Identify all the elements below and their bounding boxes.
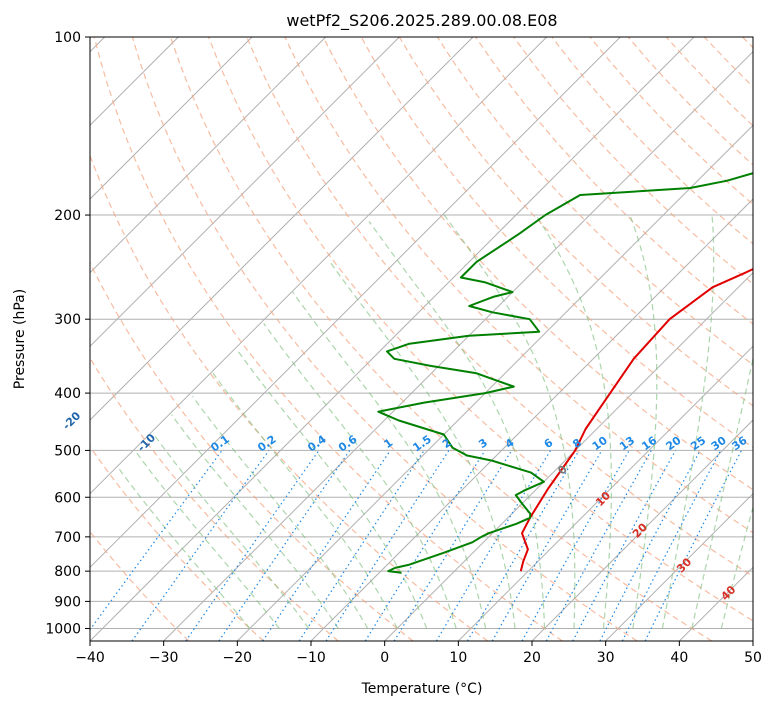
y-tick-label: 200 xyxy=(54,208,81,224)
dry-adiabat-line xyxy=(169,37,713,641)
mixing-ratio-line xyxy=(572,450,677,641)
mixing-ratio-line xyxy=(185,450,320,641)
moist-adiabat-line xyxy=(134,450,280,629)
moist-adiabat-line xyxy=(263,323,457,629)
moist-adiabat-line xyxy=(237,351,428,629)
x-tick-label: 30 xyxy=(597,650,615,666)
x-tick-label: −40 xyxy=(75,650,105,666)
isotherm-line xyxy=(236,124,753,641)
dry-adiabat-line xyxy=(90,445,264,641)
mixing-ratio-line xyxy=(262,450,391,641)
moist-adiabat-line xyxy=(171,414,339,629)
moist-adiabat-line xyxy=(368,221,546,629)
isotherm-line xyxy=(90,37,253,200)
x-tick-label: −20 xyxy=(223,650,253,666)
moist-adiabat-line xyxy=(661,214,715,629)
mixing-ratio-line xyxy=(218,450,351,641)
mixing-ratio-line xyxy=(298,450,425,641)
x-tick-label: 40 xyxy=(670,650,688,666)
isotherm-line xyxy=(90,37,400,348)
isotherm-line xyxy=(90,37,548,495)
mixing-ratio-line xyxy=(131,450,270,641)
mixing-ratio-line xyxy=(364,450,486,641)
moist-adiabat-line xyxy=(691,355,753,629)
isotherm-line xyxy=(90,37,621,569)
mixing-ratio-line xyxy=(466,450,580,641)
isotherm-line xyxy=(531,419,753,641)
mixing-ratio-line xyxy=(644,450,743,641)
y-tick-label: 900 xyxy=(54,594,81,610)
y-axis-ticks: 100 200 300 400 500 600 700 800 900 1000 xyxy=(45,30,90,637)
dry-adiabat-line xyxy=(246,37,753,578)
x-tick-label: 20 xyxy=(523,650,541,666)
y-tick-label: 1000 xyxy=(45,621,81,637)
moist-adiabat-line xyxy=(212,372,398,629)
moist-adiabat-line xyxy=(443,214,576,629)
isotherm-line xyxy=(605,492,753,641)
x-tick-label: 10 xyxy=(449,650,467,666)
y-tick-label: 800 xyxy=(54,564,81,580)
mixing-ratio-line xyxy=(393,450,513,641)
moist-adiabat-line xyxy=(329,261,516,629)
moist-adiabat-line xyxy=(292,291,487,629)
x-axis-label: Temperature (°C) xyxy=(361,681,483,697)
y-axis-label: Pressure (hPa) xyxy=(12,289,28,389)
plot-area xyxy=(90,37,753,641)
dry-adiabat-line xyxy=(93,37,563,641)
moist-adiabat-line xyxy=(117,467,251,629)
isotherm-line xyxy=(90,37,695,641)
dry-adiabat-line xyxy=(90,261,414,641)
dewpoint-profile-line xyxy=(377,172,753,574)
isotherm-line xyxy=(90,37,474,421)
isotherm-line xyxy=(163,50,753,641)
x-tick-label: 50 xyxy=(744,650,762,666)
isotherm-line xyxy=(457,345,753,641)
isotherm-line xyxy=(384,271,753,641)
moist-adiabat-line xyxy=(153,434,310,629)
y-tick-label: 700 xyxy=(54,530,81,546)
mixing-ratio-line xyxy=(545,450,652,641)
dry-adiabat-line xyxy=(322,37,753,491)
moist-adiabat-line xyxy=(192,395,369,629)
y-tick-label: 500 xyxy=(54,443,81,459)
x-tick-label: −30 xyxy=(149,650,179,666)
y-tick-label: 100 xyxy=(54,30,81,46)
moist-adiabat-line xyxy=(535,214,613,629)
y-tick-label: 300 xyxy=(54,312,81,328)
x-axis-ticks: −40 −30 −20 −10 0 10 20 30 40 50 xyxy=(75,641,762,666)
chart-title: wetPf2_S206.2025.289.00.08.E08 xyxy=(286,11,557,31)
temperature-profile-line xyxy=(519,267,753,572)
plot-frame xyxy=(89,36,754,642)
y-tick-label: 400 xyxy=(54,386,81,402)
dry-adiabat-line xyxy=(513,37,753,285)
dry-adiabat-line xyxy=(475,37,753,325)
mixing-ratio-line xyxy=(435,450,552,641)
x-tick-label: −10 xyxy=(296,650,326,666)
y-tick-label: 600 xyxy=(54,490,81,506)
x-tick-label: 0 xyxy=(380,650,389,666)
dry-adiabat-line xyxy=(284,37,753,534)
mixing-ratio-line xyxy=(325,450,450,641)
isotherm-line xyxy=(90,37,327,274)
dry-adiabat-line xyxy=(208,37,753,622)
